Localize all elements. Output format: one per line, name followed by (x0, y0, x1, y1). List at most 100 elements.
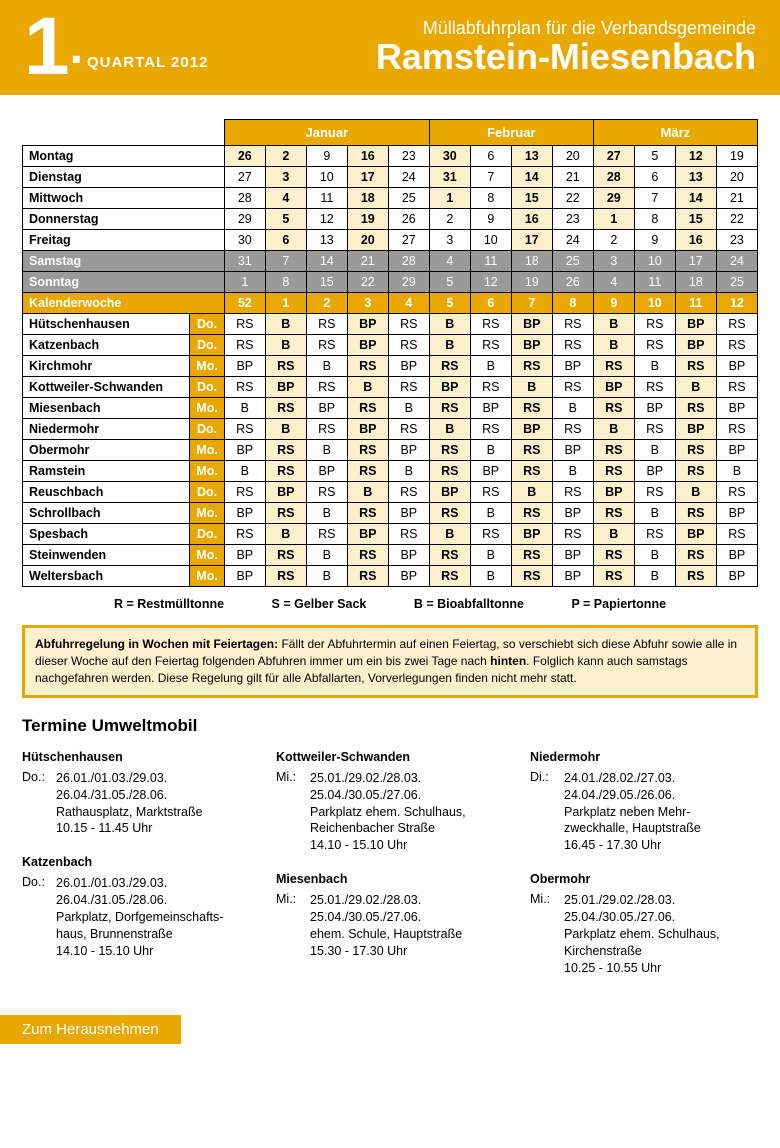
schedule-cell: B (511, 482, 552, 503)
town-day: Mo. (190, 356, 225, 377)
date-cell: 16 (675, 230, 716, 251)
schedule-cell: RS (634, 482, 675, 503)
schedule-cell: RS (675, 545, 716, 566)
schedule-cell: BP (634, 461, 675, 482)
schedule-cell: RS (470, 335, 511, 356)
schedule-cell: BP (388, 356, 429, 377)
umwelt-location: Hütschenhausen (22, 750, 250, 764)
day-label: Samstag (23, 251, 225, 272)
town-name: Spesbach (23, 524, 190, 545)
date-cell: 10 (470, 230, 511, 251)
quarter-dot: . (70, 20, 83, 75)
schedule-cell: B (306, 503, 347, 524)
schedule-cell: B (675, 377, 716, 398)
schedule-cell: B (388, 461, 429, 482)
schedule-cell: RS (593, 440, 634, 461)
day-row: Montag2629162330613202751219 (23, 146, 758, 167)
date-cell: 5 (634, 146, 675, 167)
day-label: Mittwoch (23, 188, 225, 209)
schedule-cell: BP (593, 482, 634, 503)
town-row: MiesenbachMo.BRSBPRSBRSBPRSBRSBPRSBP (23, 398, 758, 419)
town-day: Do. (190, 377, 225, 398)
date-cell: 14 (675, 188, 716, 209)
date-cell: 23 (388, 146, 429, 167)
date-cell: 26 (224, 146, 265, 167)
schedule-cell: B (347, 482, 388, 503)
schedule-cell: RS (265, 566, 306, 587)
date-cell: 12 (675, 146, 716, 167)
town-row: SchrollbachMo.BPRSBRSBPRSBRSBPRSBRSBP (23, 503, 758, 524)
schedule-cell: BP (716, 398, 757, 419)
schedule-cell: BP (347, 314, 388, 335)
schedule-cell: RS (224, 482, 265, 503)
date-cell: 22 (552, 188, 593, 209)
date-cell: 19 (716, 146, 757, 167)
date-cell: 16 (511, 209, 552, 230)
date-cell: 31 (429, 167, 470, 188)
schedule-cell: BP (511, 335, 552, 356)
date-cell: 27 (224, 167, 265, 188)
umwelt-title: Termine Umweltmobil (22, 716, 758, 736)
schedule-cell: RS (593, 461, 634, 482)
schedule-cell: BP (511, 524, 552, 545)
schedule-cell: B (675, 482, 716, 503)
town-day: Mo. (190, 398, 225, 419)
date-cell: 22 (347, 272, 388, 293)
schedule-cell: B (306, 566, 347, 587)
date-cell: 24 (388, 167, 429, 188)
umwelt-entry: HütschenhausenDo.:26.01./01.03./29.03.26… (22, 750, 250, 838)
schedule-cell: BP (224, 356, 265, 377)
schedule-cell: BP (347, 419, 388, 440)
schedule-cell: RS (634, 314, 675, 335)
schedule-cell: BP (224, 545, 265, 566)
legend-s: S = Gelber Sack (272, 597, 367, 611)
date-cell: 15 (306, 272, 347, 293)
schedule-cell: RS (429, 398, 470, 419)
umwelt-day: Do.: (22, 875, 56, 959)
schedule-cell: B (634, 545, 675, 566)
town-name: Kottweiler-Schwanden (23, 377, 190, 398)
schedule-cell: RS (675, 461, 716, 482)
date-cell: 1 (224, 272, 265, 293)
schedule-cell: B (265, 335, 306, 356)
schedule-cell: RS (265, 356, 306, 377)
schedule-cell: B (593, 335, 634, 356)
schedule-cell: RS (265, 398, 306, 419)
town-row: RamsteinMo.BRSBPRSBRSBPRSBRSBPRSB (23, 461, 758, 482)
town-name: Obermohr (23, 440, 190, 461)
header: 1 . QUARTAL 2012 Müllabfuhrplan für die … (0, 0, 780, 95)
notice-box: Abfuhrregelung in Wochen mit Feiertagen:… (22, 625, 758, 697)
schedule-cell: BP (675, 314, 716, 335)
schedule-cell: RS (388, 482, 429, 503)
date-cell: 5 (265, 209, 306, 230)
town-row: NiedermohrDo.RSBRSBPRSBRSBPRSBRSBPRS (23, 419, 758, 440)
schedule-cell: RS (224, 377, 265, 398)
schedule-cell: RS (593, 398, 634, 419)
schedule-cell: BP (388, 503, 429, 524)
schedule-cell: RS (347, 440, 388, 461)
schedule-cell: BP (511, 419, 552, 440)
schedule-cell: BP (347, 335, 388, 356)
schedule-cell: BP (552, 356, 593, 377)
date-cell: 26 (388, 209, 429, 230)
schedule-cell: RS (511, 503, 552, 524)
schedule-cell: RS (716, 482, 757, 503)
schedule-cell: B (511, 377, 552, 398)
month-maerz: März (593, 120, 757, 146)
day-label: Dienstag (23, 167, 225, 188)
schedule-cell: RS (634, 335, 675, 356)
schedule-cell: BP (552, 545, 593, 566)
legend-p: P = Papiertonne (571, 597, 666, 611)
town-day: Do. (190, 482, 225, 503)
schedule-cell: RS (470, 377, 511, 398)
town-name: Reuschbach (23, 482, 190, 503)
date-cell: 8 (265, 272, 306, 293)
schedule-cell: B (470, 356, 511, 377)
date-cell: 14 (511, 167, 552, 188)
schedule-cell: B (634, 503, 675, 524)
schedule-cell: RS (388, 314, 429, 335)
schedule-cell: BP (224, 440, 265, 461)
schedule-cell: BP (716, 566, 757, 587)
schedule-cell: RS (511, 566, 552, 587)
schedule-cell: RS (634, 377, 675, 398)
